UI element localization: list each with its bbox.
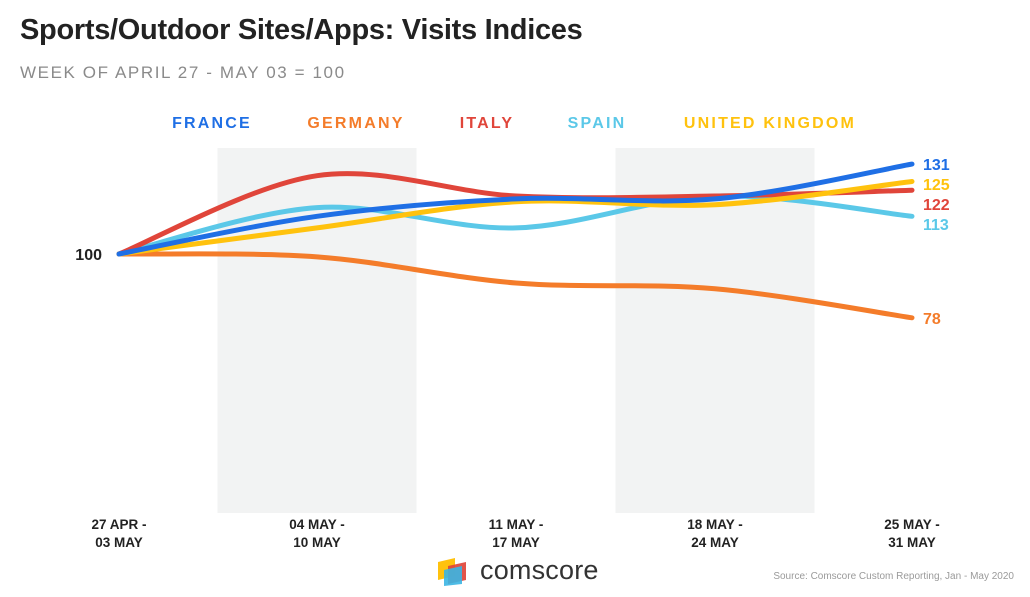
x-tick-label: 17 MAY	[492, 535, 540, 550]
shaded-bands	[217, 148, 815, 513]
end-value-label: 113	[923, 217, 949, 234]
legend-item: GERMANY	[307, 115, 404, 132]
series-line-france	[116, 161, 915, 257]
chart-legend: FRANCE GERMANY ITALY SPAIN UNITED KINGDOM	[172, 115, 856, 132]
end-value-label: 78	[923, 311, 941, 328]
series-line-germany	[116, 251, 915, 321]
y-axis: 100	[75, 247, 102, 264]
series-line-united-kingdom	[116, 179, 915, 257]
chart-title: Sports/Outdoor Sites/Apps: Visits Indice…	[20, 14, 583, 46]
legend-item: UNITED KINGDOM	[684, 115, 856, 132]
series-line-italy	[116, 171, 915, 257]
brand-logo: comscore	[436, 555, 599, 586]
end-value-label: 122	[923, 197, 950, 214]
x-tick-label: 11 MAY -	[489, 517, 544, 532]
x-tick-label: 27 APR -	[91, 517, 146, 532]
legend-item: SPAIN	[568, 115, 627, 132]
end-value-label: 131	[923, 157, 950, 174]
x-tick-label: 31 MAY	[888, 535, 936, 550]
chart-subtitle: WEEK OF APRIL 27 - MAY 03 = 100	[20, 63, 346, 82]
y-tick-label: 100	[75, 247, 102, 264]
x-tick-label: 24 MAY	[691, 535, 739, 550]
series-lines	[116, 161, 915, 321]
legend-item: FRANCE	[172, 115, 252, 132]
x-tick-label: 25 MAY -	[884, 517, 940, 532]
brand-name: comscore	[480, 555, 599, 585]
end-labels: 131 125 122 113 78	[923, 157, 950, 328]
x-axis: 27 APR - 03 MAY 04 MAY - 10 MAY 11 MAY - 17 M…	[91, 517, 939, 550]
x-tick-label: 10 MAY	[293, 535, 341, 550]
end-value-label: 125	[923, 177, 950, 194]
x-tick-label: 18 MAY -	[687, 517, 743, 532]
x-tick-label: 04 MAY -	[289, 517, 345, 532]
comscore-logo-icon	[438, 557, 466, 586]
source-note: Source: Comscore Custom Reporting, Jan -…	[773, 571, 1014, 582]
x-tick-label: 03 MAY	[95, 535, 143, 550]
shaded-band-1	[615, 148, 815, 513]
legend-item: ITALY	[460, 115, 515, 132]
shaded-band-0	[217, 148, 417, 513]
